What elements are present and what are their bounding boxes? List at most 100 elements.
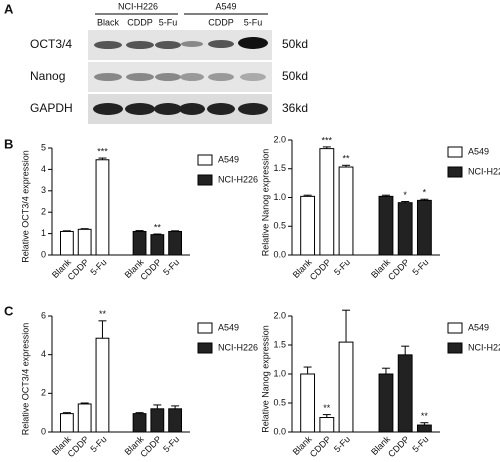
y-tick-label: 3 [41, 185, 46, 195]
x-tick-label: CDDP [386, 257, 411, 282]
significance: ** [154, 222, 162, 232]
bar [59, 230, 74, 256]
y-axis-label: Relative Nanog expression [260, 149, 270, 257]
bar [77, 403, 92, 433]
bar [95, 159, 110, 256]
legend-label: NCI-H226 [218, 342, 258, 352]
x-tick-label: 5-Fu [161, 434, 181, 454]
lane-label: 5-Fu [159, 17, 178, 27]
significance: * [403, 190, 407, 200]
bands [93, 37, 268, 115]
significance: *** [322, 135, 333, 145]
legend-swatch [197, 342, 213, 354]
bar [397, 354, 413, 433]
significance: ** [343, 154, 351, 164]
legend-swatch [447, 342, 463, 354]
legend-label: NCI-H226 [218, 174, 258, 184]
legend-label: A549 [468, 322, 489, 332]
y-tick-label: 1.5 [273, 163, 286, 173]
x-tick-label: 5-Fu [332, 257, 352, 277]
lane-label: 5-Fu [244, 17, 263, 27]
bar [319, 417, 335, 433]
protein-label: GAPDH [30, 101, 73, 115]
legend-swatch [197, 154, 213, 166]
bar [319, 148, 335, 256]
group-label: A549 [215, 1, 236, 11]
bar [168, 230, 183, 256]
legend-swatch [447, 146, 463, 158]
group-label: NCI-H226 [118, 1, 158, 11]
protein-label: Nanog [30, 69, 65, 83]
bar [150, 234, 165, 256]
panel-letter: C [4, 303, 14, 318]
bar [300, 373, 316, 433]
y-tick-label: 0.5 [273, 397, 286, 407]
protein-label: OCT3/4 [30, 37, 72, 51]
legend-label: NCI-H226 [468, 342, 500, 352]
bar [77, 228, 92, 256]
y-tick-label: 4 [41, 349, 46, 359]
x-tick-label: 5-Fu [410, 434, 430, 454]
legend-swatch [197, 174, 213, 186]
legend-swatch [447, 322, 463, 334]
legend-label: A549 [218, 154, 239, 164]
significance: ** [99, 309, 107, 319]
lane-label: CDDP [208, 17, 234, 27]
y-tick-label: 1.0 [273, 192, 286, 202]
bar [300, 195, 316, 256]
bar [397, 202, 413, 256]
y-axis-label: Relative OCT3/4 expression [20, 323, 30, 436]
legend-swatch [197, 322, 213, 334]
panel-letter: B [4, 136, 13, 151]
y-tick-label: 2 [41, 207, 46, 217]
y-tick-label: 0.5 [273, 221, 286, 231]
y-tick-label: 1.5 [273, 339, 286, 349]
x-tick-label: 5-Fu [88, 434, 108, 454]
legend-label: NCI-H226 [468, 166, 500, 176]
legend-label: A549 [468, 146, 489, 156]
bar [416, 424, 432, 433]
bar [150, 408, 165, 433]
y-tick-label: 0 [41, 426, 46, 436]
y-tick-label: 2.0 [273, 310, 286, 320]
size-label: 36kd [282, 101, 308, 115]
y-axis-label: Relative Nanog expression [260, 325, 270, 433]
y-tick-label: 2 [41, 388, 46, 398]
lane-label: CDDP [127, 17, 153, 27]
bar [132, 230, 147, 256]
y-tick-label: 5 [41, 142, 46, 152]
significance: * [423, 188, 427, 198]
size-label: 50kd [282, 69, 308, 83]
y-tick-label: 4 [41, 164, 46, 174]
x-tick-label: CDDP [308, 257, 333, 282]
x-tick-label: 5-Fu [161, 257, 181, 277]
significance: ** [421, 411, 429, 421]
bar [416, 199, 432, 256]
significance: ** [323, 403, 331, 413]
bar [168, 408, 183, 433]
size-label: 50kd [282, 37, 308, 51]
legend-swatch [447, 166, 463, 178]
y-tick-label: 0.0 [273, 426, 286, 436]
bar [95, 337, 110, 433]
x-tick-label: 5-Fu [410, 257, 430, 277]
y-axis-label: Relative OCT3/4 expression [20, 150, 30, 263]
y-tick-label: 0 [41, 249, 46, 259]
x-tick-label: 5-Fu [88, 257, 108, 277]
bar [338, 341, 354, 433]
y-tick-label: 2.0 [273, 134, 286, 144]
bar [378, 373, 394, 433]
y-tick-label: 6 [41, 310, 46, 320]
x-tick-label: 5-Fu [332, 434, 352, 454]
y-tick-label: 1 [41, 228, 46, 238]
panel-letter: A [4, 1, 14, 16]
significance: *** [97, 146, 108, 156]
y-tick-label: 0.0 [273, 249, 286, 259]
bar [59, 413, 74, 433]
bar [132, 413, 147, 433]
bar [338, 166, 354, 256]
x-tick-label: CDDP [308, 434, 333, 459]
y-tick-label: 1.0 [273, 368, 286, 378]
